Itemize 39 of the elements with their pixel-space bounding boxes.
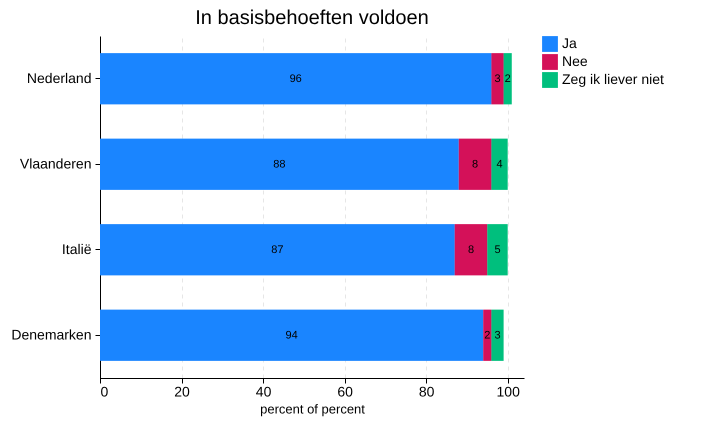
x-tick-label: 40: [256, 384, 272, 400]
bar: [100, 53, 492, 104]
bar: [100, 138, 459, 190]
bar: [491, 310, 504, 361]
data-label: 2: [484, 329, 490, 342]
data-label: 3: [494, 72, 501, 85]
legend-label: Zeg ik liever niet: [562, 71, 664, 87]
y-tick-label: Vlaanderen: [20, 155, 92, 172]
data-label: 8: [472, 158, 478, 170]
data-label: 5: [494, 244, 501, 256]
x-tick-label: 80: [418, 384, 435, 400]
data-label: 4: [496, 158, 503, 170]
x-tick-label: 60: [337, 384, 354, 400]
bar: [483, 310, 492, 361]
bar: [100, 224, 455, 276]
y-tick-label: Denemarken: [11, 326, 92, 342]
bar: [491, 138, 508, 190]
bar: [491, 53, 504, 104]
data-label: 88: [273, 158, 286, 170]
bar: [454, 224, 488, 276]
data-label: 8: [468, 244, 474, 256]
legend-label: Ja: [562, 35, 577, 51]
y-tick-label: Nederland: [26, 70, 92, 86]
bar: [504, 53, 512, 104]
data-label: 94: [285, 329, 298, 342]
bar: [458, 138, 492, 190]
data-label: 87: [271, 244, 284, 256]
x-tick-label: 20: [174, 384, 190, 400]
data-label: 2: [504, 72, 511, 85]
x-tick-label: 0: [100, 384, 108, 400]
chart-title: In basisbehoeften voldoen: [195, 7, 429, 29]
y-tick-label: Italië: [62, 240, 92, 257]
data-label: 96: [290, 72, 302, 85]
bar: [487, 224, 508, 276]
bar: [100, 310, 484, 361]
legend-label: Nee: [562, 53, 588, 69]
data-label: 3: [494, 329, 501, 342]
x-tick-label: 100: [496, 384, 520, 400]
x-axis-title: percent of percent: [260, 402, 366, 416]
